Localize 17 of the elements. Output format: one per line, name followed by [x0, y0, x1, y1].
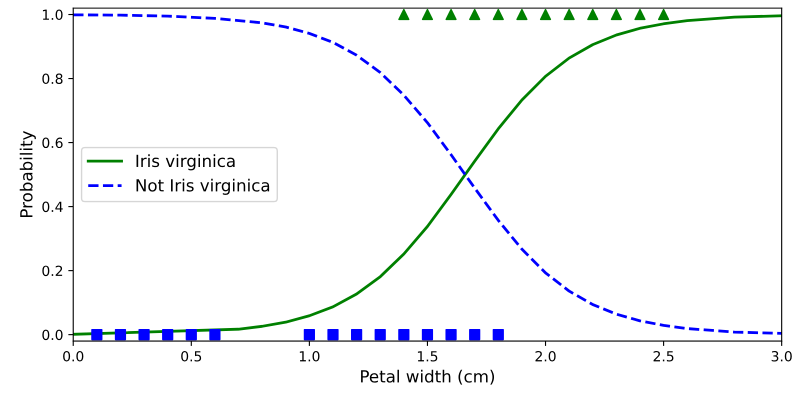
x-axis-title: Petal width (cm): [361, 370, 494, 385]
y-tick-label: 0.2: [42, 266, 62, 276]
x-tick-label: 1.0: [300, 351, 320, 362]
legend-label: Not Iris virginica: [136, 178, 270, 195]
y-tick-label: 0.4: [42, 202, 63, 212]
legend-label: Iris virginica: [136, 154, 235, 170]
x-tick-label: 3.0: [772, 351, 792, 362]
y-axis-title: Probability: [20, 131, 36, 217]
y-tick-label: 1.0: [42, 9, 63, 20]
y-tick-label: 0.6: [42, 138, 63, 148]
y-tick-label: 0.8: [42, 74, 63, 84]
x-tick-label: 2.5: [654, 351, 674, 362]
y-tick-label: 0.0: [42, 330, 63, 340]
x-tick-label: 0.5: [181, 351, 202, 362]
x-tick-label: 0.0: [63, 351, 84, 362]
x-tick-label: 2.0: [536, 351, 556, 362]
x-tick-label: 1.5: [418, 351, 438, 362]
